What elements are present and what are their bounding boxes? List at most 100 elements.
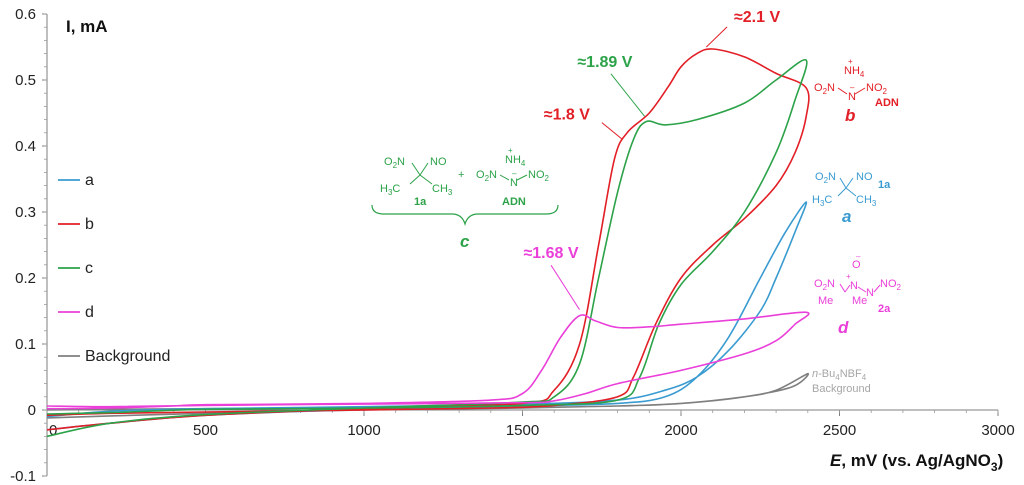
y-tick-label: -0.1 [10,468,36,485]
struct-d-me-right: Me [852,295,867,307]
y-tick-label: 0 [28,402,36,419]
struct-c-bond [419,174,433,185]
x-tick-label: 3000 [981,422,1014,439]
struct-d-oxide-charge: – [856,252,861,261]
annotation-label: ≈1.68 V [524,245,579,262]
struct-d-bond [839,283,846,293]
struct-c-bond [499,174,510,181]
annotation-leader [601,122,623,140]
struct-c-adn-center-charge: – [512,169,517,178]
struct-d-bond [844,284,851,293]
x-axis-title-var: E [830,451,842,470]
struct-b-left: O2N [814,82,835,96]
struct-c-1a-ch3-right: CH3 [432,183,453,197]
y-tick-label: 0.2 [15,270,36,287]
struct-c-letter: c [460,232,470,251]
struct-b-center-charge: – [850,83,855,92]
background-caption: Background [812,383,871,395]
background-label: n-Bu4NBF4 Background [812,368,871,395]
struct-c-bond [419,162,429,176]
struct-b-center: N [848,91,856,103]
struct-b-cation-charge: + [848,57,853,66]
y-axis-title: I, mA [66,17,108,36]
struct-d-oxide: O [852,259,861,271]
struct-d-n1: N [850,280,858,292]
series-group [46,48,810,438]
x-tick-label: 1500 [506,422,539,439]
legend: a b c d Background [58,172,170,365]
struct-c-bond [409,174,421,185]
x-axis-title-text: , mV (vs. Ag/AgNO [841,451,991,470]
annotation-leader [610,73,645,117]
struct-c-1a-no2: O2N [384,156,405,170]
struct-d-bond [873,284,881,293]
struct-c-brace [371,204,559,227]
x-axis-title: E, mV (vs. Ag/AgNO3) [830,451,1003,474]
y-tick-label: 0.6 [15,6,36,23]
x-tick-label: 2500 [823,422,856,439]
struct-b-cation: NH4 [844,65,865,79]
struct-d-me-left: Me [818,295,833,307]
series-line-a [46,201,808,431]
legend-label-c: c [85,260,93,277]
struct-a-bond [839,177,847,189]
struct-d-letter: d [838,318,849,337]
structure-1a-a: O2N NO H3C CH3 1a a [812,171,891,226]
annotation-leader [550,264,580,310]
struct-a-ch3-right: CH3 [856,194,877,208]
background-electrolyte: n-Bu4NBF4 [812,368,867,382]
struct-c-plus: + [458,169,464,181]
struct-a-no2: O2N [815,171,836,185]
annotation-label: ≈2.1 V [734,9,780,26]
legend-label-a: a [85,172,94,189]
struct-c-label-adn: ADN [502,196,526,208]
series-line-d [46,311,810,410]
struct-b-name: ADN [875,97,899,109]
struct-a-bond [845,187,857,197]
struct-d-bond [857,286,867,293]
struct-c-adn-right: NO2 [528,169,550,183]
legend-label-bg: Background [85,348,170,365]
structure-2a-d: – O + N N NO2 O2N Me Me 2a d [814,252,902,337]
struct-a-bond [837,187,847,197]
struct-d-name: 2a [878,303,891,315]
x-tick-label: 0 [49,422,57,439]
legend-label-d: d [85,304,94,321]
series-line-b [46,48,810,431]
structure-mixture-c: O2N NO H3C CH3 1a + + NH4 O2N N – NO2 AD… [371,146,559,251]
x-axis-title-sub: 3 [991,460,998,474]
struct-c-adn-cation: NH4 [505,154,526,168]
struct-b-letter: b [845,106,855,125]
struct-c-bond [516,174,528,181]
struct-d-no2-right: NO2 [880,278,902,292]
struct-c-label-1a: 1a [414,196,427,208]
struct-c-bond [411,162,421,176]
x-tick-label: 500 [193,422,218,439]
x-tick-label: 1000 [347,422,380,439]
struct-c-1a-ch3-left: H3C [380,183,400,197]
struct-d-no2-left: O2N [814,278,835,292]
struct-a-name: 1a [878,179,891,191]
struct-c-adn-cation-charge: + [508,146,513,155]
struct-c-adn-center: N [510,177,518,189]
struct-a-bond [845,177,854,189]
annotation-leader [706,26,728,48]
struct-a-letter: a [842,207,851,226]
x-tick-label: 2000 [664,422,697,439]
struct-a-no: NO [856,171,873,183]
annotation-label: ≈1.8 V [544,107,590,124]
struct-d-n2: N [866,287,874,299]
y-tick-label: 0.1 [15,336,36,353]
struct-c-adn-left: O2N [476,169,497,183]
struct-b-bond [837,87,848,95]
y-tick-label: 0.5 [15,72,36,89]
annotation-label: ≈1.89 V [577,54,632,71]
struct-a-ch3-left: H3C [812,194,832,208]
y-tick-label: 0.4 [15,138,36,155]
struct-b-bond [854,87,866,95]
struct-d-nplus: + [846,272,851,281]
y-tick-label: 0.3 [15,204,36,221]
struct-b-right: NO2 [866,82,888,96]
structure-adn-b: + NH4 O2N N – NO2 b ADN [814,57,899,125]
